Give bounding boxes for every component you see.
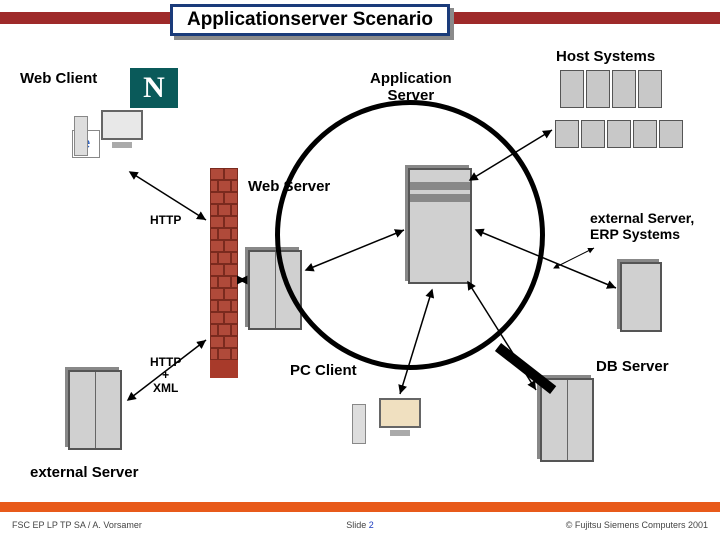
bottom-accent-bar — [0, 502, 720, 512]
label-http: HTTP — [150, 214, 181, 227]
web-client-workstation-icon — [92, 110, 152, 170]
pc-client-workstation-icon — [370, 398, 430, 458]
netscape-logo-icon: N — [130, 68, 178, 108]
magnifier-lens-icon — [275, 100, 545, 370]
host-systems-rack-upper-icon — [560, 70, 662, 108]
footer-slide-num: 2 — [369, 520, 374, 530]
label-http-xml: HTTP + XML — [150, 356, 181, 396]
host-systems-rack-lower-icon — [555, 120, 683, 148]
footer-copyright: © Fujitsu Siemens Computers 2001 — [566, 520, 708, 530]
external-erp-server-icon — [620, 262, 662, 332]
magnifier-handle-icon — [495, 343, 556, 394]
footer-slide-number: Slide 2 — [346, 520, 374, 530]
slide-title: Applicationserver Scenario — [187, 9, 433, 31]
label-host-systems: Host Systems — [556, 48, 655, 65]
label-web-client: Web Client — [20, 70, 97, 87]
footer-slide-prefix: Slide — [346, 520, 369, 530]
footer-author: FSC EP LP TP SA / A. Vorsamer — [12, 520, 142, 530]
slide-title-box: Applicationserver Scenario — [170, 4, 450, 36]
firewall-icon — [210, 168, 238, 378]
label-external-erp: external Server, ERP Systems — [590, 210, 694, 242]
label-db-server: DB Server — [596, 358, 669, 375]
external-server-bottom-icon — [68, 370, 122, 450]
label-external-server: external Server — [30, 464, 138, 481]
label-pc-client: PC Client — [290, 362, 357, 379]
label-application-server: Application Server — [370, 70, 452, 104]
